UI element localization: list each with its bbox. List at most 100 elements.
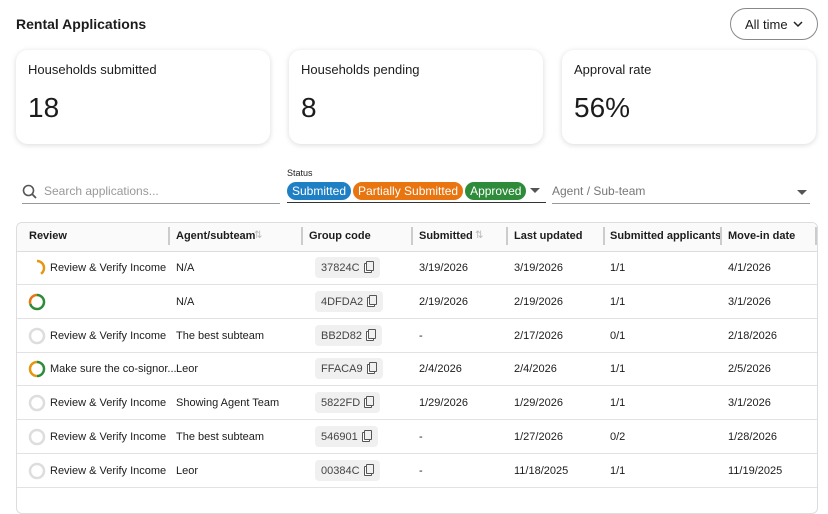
table-cell: 2/17/2026 xyxy=(514,329,563,342)
search-input[interactable]: Search applications... xyxy=(44,184,159,198)
status-chip[interactable]: Partially Submitted xyxy=(353,182,464,200)
ring-segment xyxy=(28,394,46,412)
copy-icon[interactable] xyxy=(365,463,374,474)
copy-icon[interactable] xyxy=(368,362,377,373)
copy-icon[interactable] xyxy=(367,328,376,339)
table-cell: 2/5/2026 xyxy=(728,363,771,376)
copy-icon[interactable] xyxy=(366,396,375,407)
copy-icon[interactable] xyxy=(365,261,374,271)
table-cell: 3/19/2026 xyxy=(514,262,563,274)
group-code[interactable]: BB2D82 xyxy=(315,324,382,346)
time-filter[interactable]: All time xyxy=(730,8,818,40)
stat-label: Households pending xyxy=(301,62,420,77)
table-cell: 2/19/2026 xyxy=(514,295,563,308)
dropdown-arrow xyxy=(797,190,807,195)
progress-ring xyxy=(28,462,46,480)
progress-ring xyxy=(28,293,46,311)
page-title: Rental Applications xyxy=(16,16,147,32)
table-cell: 2/4/2026 xyxy=(514,363,557,376)
table-cell: 2/19/2026 xyxy=(419,295,468,308)
table-cell: 1/29/2026 xyxy=(419,397,468,410)
stat-value: 8 xyxy=(301,92,317,123)
table-cell: 1/1 xyxy=(610,295,626,308)
table-cell: 1/1 xyxy=(610,363,626,376)
table-cell: N/A xyxy=(176,262,195,274)
stat-label: Households submitted xyxy=(28,62,157,77)
group-code[interactable]: 5822FD xyxy=(315,392,381,414)
column-separator xyxy=(603,227,605,245)
page: Rental Applications All time Households … xyxy=(16,8,818,514)
agent-filter[interactable]: Agent / Sub-team xyxy=(552,184,646,198)
column-header[interactable]: Submitted applicants xyxy=(610,230,722,242)
ring-segment xyxy=(28,428,46,446)
status-chip[interactable]: Submitted xyxy=(287,182,352,200)
sort-icon: ⇅ xyxy=(475,230,484,241)
ring-segment xyxy=(28,327,46,344)
group-code[interactable]: 4DFDA2 xyxy=(315,290,384,312)
table-cell: Leor xyxy=(176,464,199,477)
stat-value: 56% xyxy=(574,92,631,123)
column-header[interactable]: Agent/subteam xyxy=(176,230,256,242)
table-cell: Showing Agent Team xyxy=(176,397,280,410)
column-header[interactable]: Move-in date xyxy=(728,230,796,242)
table-cell: Review & Verify Income xyxy=(50,329,167,342)
table-cell: Leor xyxy=(176,363,199,376)
table-cell: Review & Verify Income xyxy=(50,397,167,410)
group-code[interactable]: 37824C xyxy=(315,257,380,278)
table-cell: The best subteam xyxy=(176,329,265,342)
table-cell: The best subteam xyxy=(176,431,265,443)
stat-card: Households submitted 18 xyxy=(16,50,270,144)
chevron xyxy=(793,21,803,28)
status-label: Status xyxy=(287,168,313,178)
status-chip[interactable]: Approved xyxy=(465,182,527,200)
progress-ring xyxy=(28,428,46,446)
ring-segment xyxy=(28,361,46,378)
ring-segment xyxy=(28,259,46,277)
group-code[interactable]: 546901 xyxy=(315,426,378,447)
table-cell: N/A xyxy=(176,295,195,308)
group-code[interactable]: 00384C xyxy=(315,459,380,481)
table-cell: 0/1 xyxy=(610,329,626,342)
table-cell: - xyxy=(419,329,423,342)
status-chips[interactable]: Submitted Partially Submitted Approved xyxy=(287,182,528,200)
ring-segment xyxy=(28,462,46,480)
group-code[interactable]: FFACA9 xyxy=(315,358,383,380)
table-cell: 4/1/2026 xyxy=(728,262,771,274)
progress-ring xyxy=(28,361,46,378)
applications-table: Review Agent/subteam Group code Submitted La… xyxy=(16,222,818,514)
copy-icon[interactable] xyxy=(369,294,378,305)
copy-icon[interactable] xyxy=(363,430,372,440)
progress-ring xyxy=(28,394,46,412)
column-separator xyxy=(411,227,413,245)
table-cell: Review & Verify Income xyxy=(50,262,167,274)
column-header[interactable]: Group code xyxy=(309,230,371,242)
table-cell: Review & Verify Income xyxy=(50,431,167,443)
table-cell: 1/28/2026 xyxy=(728,431,777,443)
stat-value: 18 xyxy=(28,92,60,123)
table-cell: Make sure the co-signor... xyxy=(50,363,177,376)
stat-label: Approval rate xyxy=(574,62,652,77)
search-underline xyxy=(22,203,280,204)
table-cell: 0/2 xyxy=(610,431,626,443)
search-icon xyxy=(22,184,37,199)
time-filter-label: All time xyxy=(745,17,788,32)
row-divider xyxy=(17,419,817,421)
dropdown-arrow xyxy=(530,188,540,193)
header-row xyxy=(17,223,817,252)
agent-underline xyxy=(552,203,810,204)
table-cell: 11/18/2025 xyxy=(514,464,569,477)
table-cell: Review & Verify Income xyxy=(50,464,167,477)
column-header[interactable]: Review xyxy=(29,230,67,242)
table-cell: 2/4/2026 xyxy=(419,363,462,376)
column-header[interactable]: Last updated xyxy=(514,230,583,242)
row-divider xyxy=(17,317,817,319)
table-cell: 1/1 xyxy=(610,262,626,274)
column-separator xyxy=(168,227,170,245)
row-divider xyxy=(17,486,817,488)
status-underline xyxy=(287,202,546,203)
table-cell: 1/1 xyxy=(610,397,626,410)
table-cell: 3/1/2026 xyxy=(728,397,771,410)
ring-segment xyxy=(28,293,46,311)
column-header[interactable]: Submitted xyxy=(419,230,473,242)
table-cell: 11/19/2025 xyxy=(728,464,783,477)
